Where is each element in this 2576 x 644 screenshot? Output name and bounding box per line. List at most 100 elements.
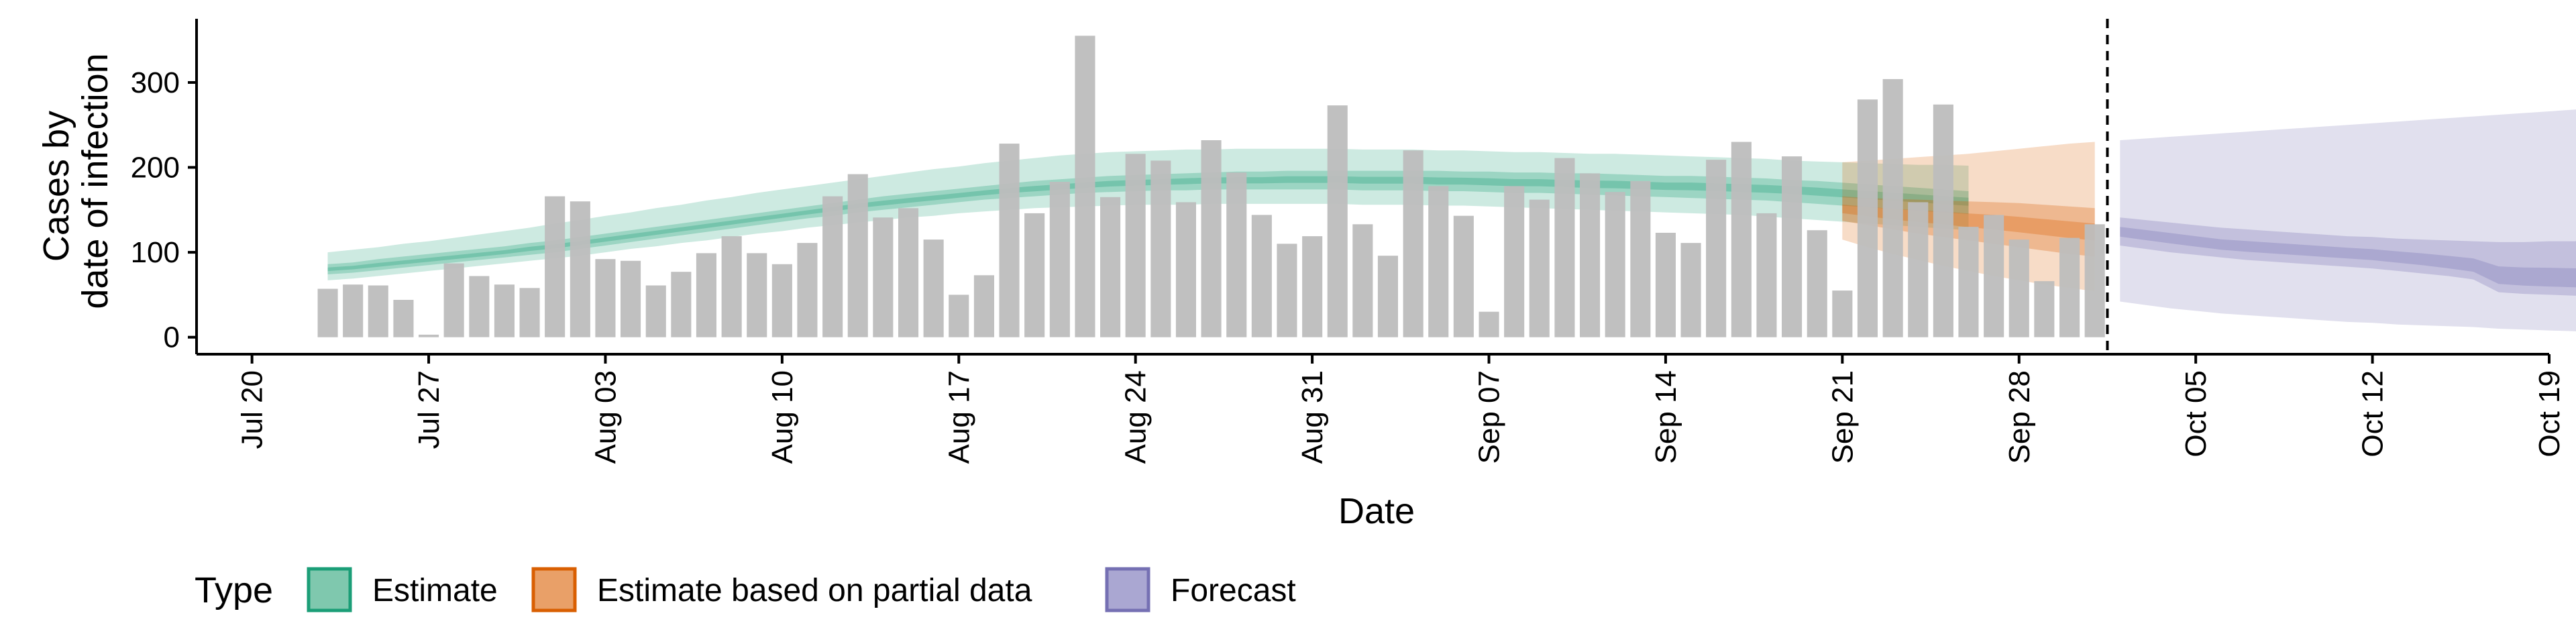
legend-label-forecast: Forecast	[1171, 573, 1296, 608]
case-bar	[1100, 197, 1121, 337]
estimate-based-on-partial-data-inner-band	[1842, 196, 2095, 257]
case-bar	[1706, 160, 1727, 337]
case-bar	[822, 196, 843, 337]
x-tick-label: Aug 17	[943, 370, 975, 464]
forecast-outer-band	[2120, 109, 2576, 331]
case-bar	[1175, 202, 1196, 337]
case-bar	[1049, 182, 1070, 337]
case-bar	[1024, 213, 1045, 337]
case-bar	[923, 239, 944, 337]
case-bars	[317, 36, 2105, 337]
case-bar	[317, 288, 338, 337]
case-bar	[2034, 281, 2055, 337]
legend-key-estimate-based-on-partial-data	[531, 567, 577, 612]
case-bar	[1655, 233, 1676, 337]
legend-key-estimate	[307, 567, 352, 612]
case-bar	[1277, 244, 1297, 337]
case-bar	[949, 294, 969, 337]
case-bar	[1605, 192, 1625, 337]
case-bar	[1958, 227, 1979, 337]
case-bar	[443, 263, 464, 337]
y-tick-label: 0	[164, 321, 180, 354]
case-bar	[847, 174, 868, 337]
legend-label-estimate: Estimate	[372, 573, 498, 608]
case-bar	[1075, 36, 1095, 337]
case-bar	[696, 253, 716, 337]
case-bar	[1302, 236, 1323, 337]
x-tick-label: Jul 27	[413, 370, 445, 449]
x-tick-label: Oct 05	[2180, 370, 2212, 458]
x-axis-ticks: Jul 20 Jul 27 Aug 03 Aug 10 Aug 17 Aug 24 Aug …	[236, 354, 2566, 464]
case-bar	[621, 260, 641, 337]
case-bar	[1504, 186, 1525, 337]
case-bar	[1125, 154, 1146, 337]
case-bar	[1680, 243, 1701, 337]
forecast-inner-band	[2120, 217, 2576, 296]
y-axis-title: Cases by date of infection	[36, 53, 115, 309]
legend: Type Estimate Estimate based on partial da…	[195, 567, 1296, 612]
forecast-median-band	[2120, 227, 2576, 288]
x-tick-label: Aug 24	[1120, 370, 1152, 464]
estimate-inner-band	[327, 170, 1969, 274]
estimate-based-on-partial-data-outer-band	[1842, 142, 2095, 292]
x-tick-label: Sep 21	[1826, 370, 1859, 464]
case-bar	[2059, 237, 2080, 337]
case-bar	[771, 264, 792, 337]
legend-key-forecast	[1105, 567, 1150, 612]
case-bar	[2084, 224, 2105, 337]
x-tick-label: Aug 03	[590, 370, 623, 464]
x-tick-label: Jul 20	[236, 370, 269, 449]
case-bar	[1529, 199, 1550, 337]
case-bar	[469, 276, 490, 337]
axes	[195, 19, 2549, 356]
x-tick-label: Sep 14	[1650, 370, 1682, 464]
case-bar	[2008, 239, 2029, 337]
case-bar	[1756, 213, 1777, 337]
legend-label-estimate-based-on-partial-data: Estimate based on partial data	[597, 573, 1032, 608]
x-tick-label: Aug 31	[1296, 370, 1329, 464]
case-bar	[1150, 160, 1171, 337]
case-bar	[1984, 215, 2004, 337]
y-axis-ticks: 0 100 200 300	[131, 66, 197, 354]
y-tick-label: 100	[131, 236, 180, 269]
case-bar	[873, 217, 894, 337]
case-bar	[1857, 99, 1878, 337]
x-axis-title: Date	[1338, 491, 1415, 531]
case-bar	[1377, 256, 1398, 337]
case-bar	[797, 243, 818, 337]
legend-title: Type	[195, 570, 273, 610]
case-bar	[1428, 186, 1449, 337]
case-bar	[1352, 224, 1373, 337]
x-tick-label: Sep 28	[2003, 370, 2036, 464]
case-bar	[1403, 150, 1424, 337]
case-bar	[419, 334, 439, 337]
x-tick-label: Oct 19	[2533, 370, 2566, 458]
case-bar	[595, 259, 616, 337]
case-bar	[898, 208, 919, 337]
x-tick-label: Oct 12	[2357, 370, 2390, 458]
y-axis-title-line-2: date of infection	[75, 53, 115, 309]
case-bar	[999, 144, 1020, 337]
case-bar	[671, 272, 692, 337]
case-bar	[1933, 104, 1953, 337]
case-bar	[1580, 173, 1601, 337]
case-bar	[343, 284, 364, 337]
case-bar	[1807, 230, 1827, 337]
case-bar	[1908, 202, 1929, 337]
case-bar	[519, 288, 540, 337]
case-bar	[645, 285, 666, 337]
y-axis-title-line-1: Cases by	[36, 111, 76, 262]
case-bar	[1201, 140, 1222, 337]
case-bar	[1832, 290, 1853, 337]
case-bar	[393, 300, 414, 337]
case-bar	[1453, 215, 1474, 337]
case-bar	[545, 196, 566, 337]
case-bar	[1251, 215, 1272, 337]
case-bar	[1327, 105, 1348, 337]
case-bar	[1226, 172, 1247, 337]
case-bar	[368, 285, 388, 337]
x-tick-label: Sep 07	[1473, 370, 1506, 464]
case-bar	[747, 253, 767, 337]
y-tick-label: 200	[131, 152, 180, 184]
